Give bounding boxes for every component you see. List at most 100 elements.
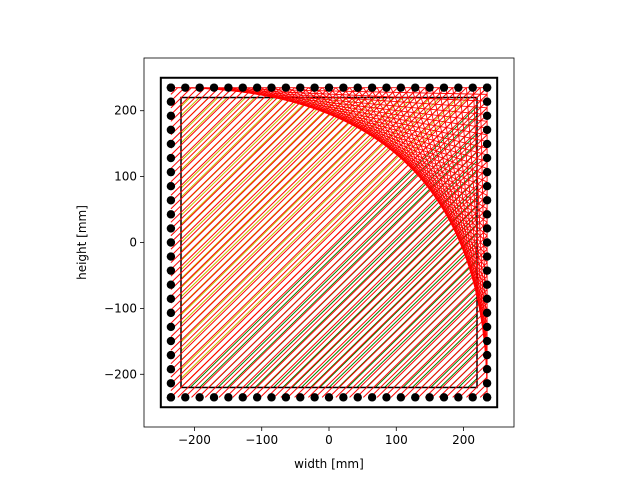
- red-thread: [170, 87, 378, 290]
- red-thread: [170, 87, 302, 216]
- nail-point: [482, 294, 492, 304]
- red-thread: [170, 87, 440, 351]
- red-thread: [170, 87, 199, 115]
- nail-point: [166, 111, 176, 121]
- red-thread: [170, 87, 488, 398]
- outer-frame: [159, 76, 499, 409]
- nail-point: [238, 393, 247, 402]
- red-thread: [170, 87, 385, 297]
- nail-point: [324, 393, 334, 402]
- red-thread: [170, 87, 220, 136]
- nail-point: [252, 393, 262, 402]
- y-tick-label: −100: [104, 301, 137, 315]
- green-thread: [328, 242, 478, 388]
- nail-point: [166, 322, 176, 332]
- red-thread: [232, 147, 488, 398]
- nail-point: [482, 322, 492, 332]
- green-thread: [402, 314, 478, 388]
- nail-point: [238, 83, 247, 92]
- red-thread: [170, 87, 323, 237]
- red-thread: [170, 87, 447, 358]
- red-thread: [321, 235, 488, 398]
- red-thread: [204, 120, 488, 398]
- red-thread: [170, 87, 240, 156]
- green-thread: [439, 350, 478, 388]
- nail-point: [166, 350, 176, 360]
- nail-point: [482, 379, 492, 388]
- nail-point: [482, 139, 492, 149]
- yellow-thread: [180, 97, 200, 117]
- yellow-thread: [180, 97, 274, 189]
- nail-point: [482, 252, 492, 261]
- nail-point: [252, 83, 262, 92]
- nail-point: [454, 83, 463, 92]
- nail-point: [181, 83, 190, 92]
- red-thread: [170, 87, 213, 129]
- x-axis-ticks: −200 −100 0 100 200: [178, 427, 475, 447]
- plot-layer: [159, 76, 499, 409]
- red-thread: [198, 114, 488, 398]
- yellow-thread: [180, 97, 284, 198]
- nail-point: [353, 393, 362, 402]
- red-thread: [184, 100, 488, 398]
- green-thread: [310, 224, 478, 388]
- inner-frame: [180, 96, 478, 389]
- red-thread: [170, 87, 330, 243]
- red-thread: [390, 302, 488, 398]
- nail-point: [166, 153, 176, 163]
- red-thread: [411, 322, 488, 398]
- red-thread: [170, 87, 316, 230]
- y-tick-label: 0: [129, 236, 137, 250]
- red-thread: [170, 87, 433, 344]
- green-thread: [347, 260, 478, 388]
- yellow-thread: [180, 97, 311, 225]
- red-thread: [335, 248, 488, 398]
- red-thread: [170, 87, 227, 142]
- nail-point: [166, 393, 176, 402]
- nail-point: [396, 83, 406, 92]
- red-thread: [177, 94, 488, 398]
- red-thread: [328, 242, 488, 398]
- yellow-thread: [180, 97, 404, 316]
- nail-point: [468, 393, 477, 402]
- nail-point: [324, 83, 334, 92]
- red-thread: [438, 349, 488, 398]
- red-thread: [294, 208, 488, 398]
- nail-point: [482, 83, 492, 92]
- y-axis-label: height [mm]: [75, 205, 89, 280]
- nail-point: [166, 139, 176, 149]
- red-thread: [459, 87, 488, 371]
- red-thread: [280, 195, 488, 398]
- nail-point: [166, 252, 176, 261]
- red-thread: [191, 107, 488, 398]
- nail-point: [367, 83, 377, 92]
- green-thread: [300, 214, 478, 388]
- red-thread: [404, 316, 488, 398]
- yellow-thread: [180, 97, 441, 352]
- nail-point: [425, 83, 434, 92]
- red-thread: [170, 87, 357, 270]
- red-thread: [170, 87, 282, 196]
- red-thread: [170, 87, 179, 95]
- red-thread: [369, 282, 488, 398]
- nail-point: [310, 393, 319, 402]
- red-thread: [314, 228, 488, 398]
- green-thread: [411, 323, 478, 388]
- green-thread: [467, 378, 478, 388]
- yellow-thread: [180, 97, 302, 216]
- red-thread: [170, 87, 467, 378]
- nail-point: [195, 393, 204, 402]
- red-thread: [424, 336, 488, 398]
- nail-point: [166, 336, 176, 346]
- nail-point: [166, 238, 176, 247]
- nail-point: [224, 393, 233, 402]
- nail-point: [296, 393, 305, 402]
- nail-point: [166, 196, 176, 205]
- nail-point: [339, 83, 348, 92]
- nail-point: [482, 181, 492, 191]
- red-thread: [170, 87, 337, 250]
- nail-point: [195, 83, 204, 92]
- nail-point: [166, 97, 176, 106]
- nail-point: [166, 379, 176, 388]
